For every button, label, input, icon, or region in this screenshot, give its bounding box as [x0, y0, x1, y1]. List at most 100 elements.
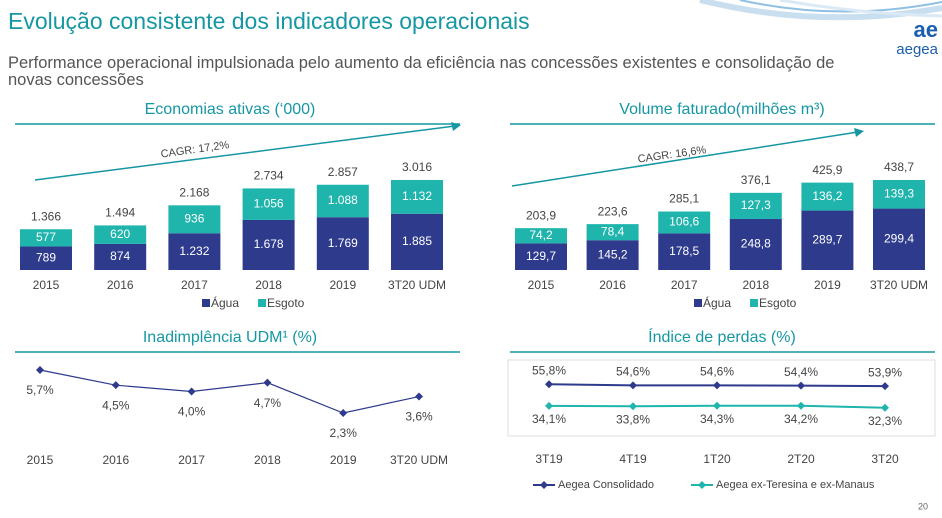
legend-label: Aegea ex-Teresina e ex-Manaus	[716, 479, 875, 491]
bar-segment	[20, 246, 72, 270]
bar-segment	[168, 233, 221, 270]
bar-segment	[729, 192, 782, 219]
bar-segment	[873, 208, 925, 270]
marker	[629, 381, 637, 390]
total-label: 203,9	[526, 208, 556, 222]
bar-label: 789	[36, 250, 56, 264]
x-tick-label: 3T20 UDM	[388, 278, 446, 292]
bar-label: 74,2	[529, 228, 553, 242]
bar-segment	[729, 218, 782, 270]
chart-title: Economias ativas (‘000)	[145, 101, 316, 118]
bar-segment	[242, 188, 295, 220]
value-label: 54,6%	[700, 365, 734, 379]
bar-segment	[316, 184, 369, 218]
bar-segment	[515, 243, 567, 270]
bar-segment	[242, 219, 295, 270]
bar-segment	[873, 180, 925, 209]
logo-mark: ae	[914, 17, 938, 42]
marker	[545, 380, 553, 389]
total-label: 376,1	[741, 173, 771, 187]
bar-segment	[586, 224, 639, 241]
swoosh	[699, 0, 942, 21]
legend-swatch	[694, 299, 702, 307]
bar-segment	[168, 205, 221, 234]
x-tick-label: 3T20 UDM	[390, 453, 448, 467]
bar-label: 1.088	[328, 193, 358, 207]
bar-label: 577	[36, 230, 56, 244]
x-tick-label: 2016	[102, 453, 129, 467]
value-label: 55,8%	[532, 363, 566, 377]
total-label: 2.734	[254, 169, 284, 183]
x-tick-label: 2018	[254, 453, 281, 467]
plot-frame	[507, 359, 936, 437]
legend-label: Esgoto	[267, 296, 305, 310]
x-tick-label: 4T19	[619, 452, 647, 466]
total-label: 1.366	[31, 209, 61, 223]
value-label: 4,7%	[254, 396, 282, 410]
bar-label: 1.678	[254, 237, 284, 251]
bar-label: 1.132	[402, 189, 432, 203]
marker	[545, 401, 553, 410]
value-label: 3,6%	[405, 410, 433, 424]
x-tick-label: 2015	[33, 278, 60, 292]
bar-segment	[658, 233, 711, 270]
bar-segment	[94, 225, 147, 244]
bar-segment	[391, 213, 443, 270]
total-label: 2.857	[328, 165, 358, 179]
slide-subtitle: Performance operacional impulsionada pel…	[8, 54, 835, 89]
x-tick-label: 2T20	[787, 452, 815, 466]
total-label: 223,6	[598, 204, 628, 218]
marker	[797, 401, 805, 410]
marker	[339, 409, 348, 417]
swoosh	[739, 0, 942, 13]
total-label: 1.494	[105, 206, 135, 220]
x-tick-label: 1T20	[703, 452, 731, 466]
value-label: 54,4%	[784, 365, 818, 379]
x-tick-label: 2018	[742, 278, 769, 292]
bar-label: 139,3	[884, 186, 914, 200]
total-label: 285,1	[669, 192, 699, 206]
slide-title: Evolução consistente dos indicadores ope…	[8, 8, 530, 34]
bar-label: 1.885	[402, 234, 432, 248]
bar-label: 145,2	[598, 247, 628, 261]
bar-label: 620	[110, 227, 130, 241]
x-tick-label: 3T20	[871, 452, 899, 466]
value-label: 34,2%	[784, 412, 818, 426]
value-label: 53,9%	[868, 365, 902, 379]
value-label: 4,0%	[178, 405, 206, 419]
x-tick-label: 2016	[107, 278, 134, 292]
bar-label: 1.769	[328, 236, 358, 250]
value-label: 2,3%	[330, 426, 358, 440]
bar-label: 874	[110, 249, 130, 263]
bar-label: 136,2	[812, 189, 842, 203]
cagr-arrow	[511, 131, 859, 187]
total-label: 425,9	[812, 163, 842, 177]
marker	[263, 378, 272, 387]
bar-segment	[94, 243, 147, 270]
line	[39, 369, 420, 414]
marker	[36, 366, 44, 374]
legend-label: Aegea Consolidado	[558, 479, 654, 491]
cagr-arrow	[34, 125, 456, 181]
x-tick-label: 3T19	[535, 452, 563, 466]
bar-label: 936	[184, 211, 204, 225]
x-tick-label: 2017	[181, 278, 208, 292]
total-label: 438,7	[884, 160, 914, 174]
x-tick-label: 3T20 UDM	[870, 278, 928, 292]
bar-segment	[801, 210, 854, 270]
value-label: 32,3%	[868, 414, 902, 428]
bar-label: 299,4	[884, 231, 914, 245]
x-tick-label: 2018	[255, 278, 282, 292]
total-label: 2.168	[179, 185, 209, 199]
cagr-arrowhead	[451, 122, 461, 131]
x-tick-label: 2015	[528, 278, 555, 292]
bar-label: 127,3	[741, 198, 771, 212]
bar-segment	[391, 179, 443, 214]
value-label: 5,7%	[26, 383, 54, 397]
bar-label: 289,7	[812, 232, 842, 246]
bar-segment	[20, 229, 72, 247]
bar-label: 178,5	[669, 244, 699, 258]
x-tick-label: 2019	[329, 278, 356, 292]
